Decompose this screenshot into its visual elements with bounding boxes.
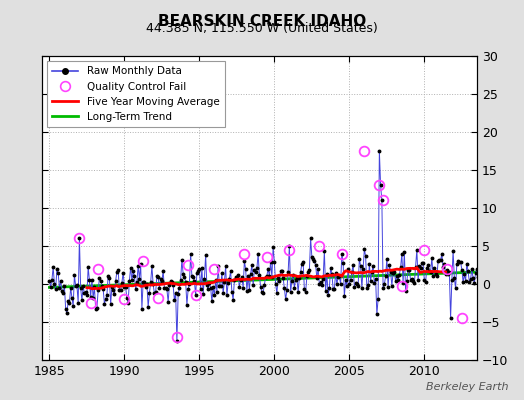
Legend: Raw Monthly Data, Quality Control Fail, Five Year Moving Average, Long-Term Tren: Raw Monthly Data, Quality Control Fail, … (47, 61, 225, 127)
Text: 44.385 N, 115.550 W (United States): 44.385 N, 115.550 W (United States) (146, 22, 378, 35)
Text: Berkeley Earth: Berkeley Earth (426, 382, 508, 392)
Text: BEARSKIN CREEK IDAHO: BEARSKIN CREEK IDAHO (158, 14, 366, 29)
